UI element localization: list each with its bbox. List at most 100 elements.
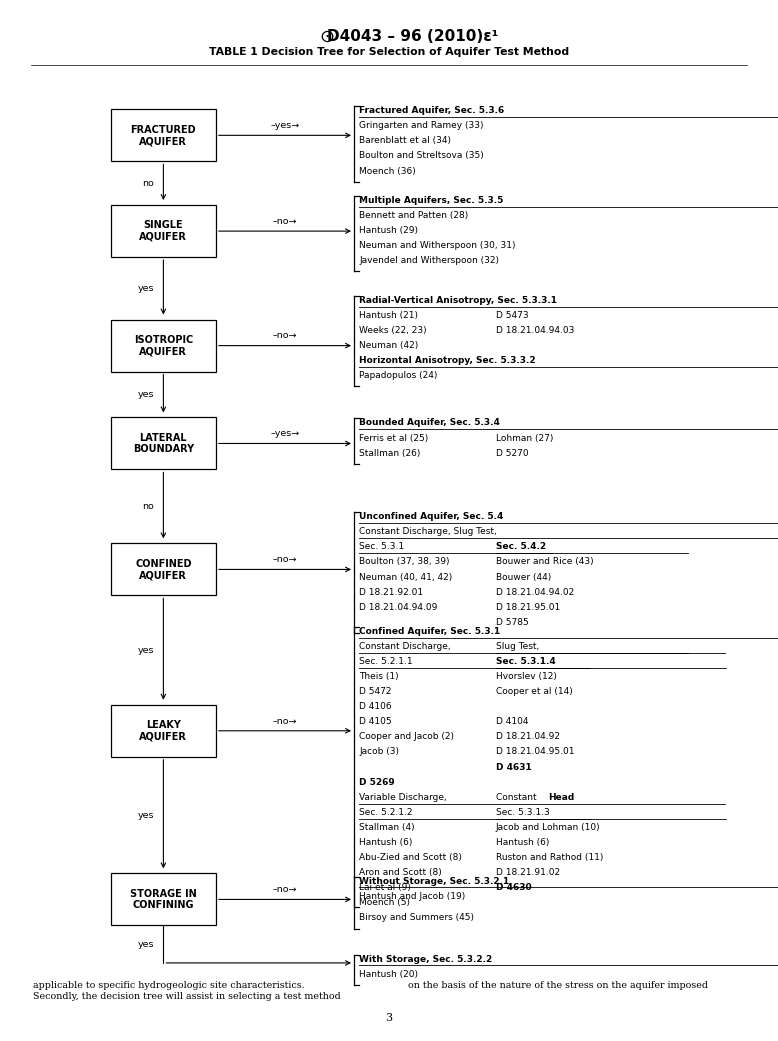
Text: –yes→: –yes→: [270, 121, 300, 130]
Text: Unconfined Aquifer, Sec. 5.4: Unconfined Aquifer, Sec. 5.4: [359, 512, 504, 522]
Text: TABLE 1 Decision Tree for Selection of Aquifer Test Method: TABLE 1 Decision Tree for Selection of A…: [209, 47, 569, 57]
Text: 3: 3: [385, 1013, 393, 1023]
Text: Theis (1): Theis (1): [359, 672, 399, 681]
Text: D 4104: D 4104: [496, 717, 528, 727]
Text: D 5785: D 5785: [496, 618, 528, 627]
Text: Bouwer and Rice (43): Bouwer and Rice (43): [496, 558, 593, 566]
Text: Sec. 5.2.1.1: Sec. 5.2.1.1: [359, 657, 413, 666]
Text: Hantush (29): Hantush (29): [359, 226, 419, 235]
Text: LEAKY
AQUIFER: LEAKY AQUIFER: [139, 720, 187, 741]
Text: ⊙: ⊙: [319, 27, 335, 46]
Text: D 18.21.95.01: D 18.21.95.01: [496, 603, 560, 612]
Text: Cooper and Jacob (2): Cooper and Jacob (2): [359, 733, 454, 741]
Text: –no→: –no→: [273, 555, 297, 564]
Text: Boulton (37, 38, 39): Boulton (37, 38, 39): [359, 558, 450, 566]
Text: FRACTURED
AQUIFER: FRACTURED AQUIFER: [131, 125, 196, 146]
Text: CONFINED
AQUIFER: CONFINED AQUIFER: [135, 559, 191, 580]
Text: Javendel and Witherspoon (32): Javendel and Witherspoon (32): [359, 256, 499, 265]
Text: D 18.21.04.94.03: D 18.21.04.94.03: [496, 326, 574, 335]
Text: –no→: –no→: [273, 217, 297, 226]
Text: Sec. 5.4.2: Sec. 5.4.2: [496, 542, 545, 552]
Text: Moench (5): Moench (5): [359, 898, 411, 908]
Text: D 5269: D 5269: [359, 778, 395, 787]
Text: –yes→: –yes→: [270, 429, 300, 438]
Text: D 18.21.04.92: D 18.21.04.92: [496, 733, 559, 741]
Text: Ferris et al (25): Ferris et al (25): [359, 433, 429, 442]
Text: Birsoy and Summers (45): Birsoy and Summers (45): [359, 914, 475, 922]
Text: yes: yes: [138, 390, 154, 399]
Text: yes: yes: [138, 940, 154, 948]
Text: Sec. 5.3.1.4: Sec. 5.3.1.4: [496, 657, 555, 666]
Text: Hvorslev (12): Hvorslev (12): [496, 672, 556, 681]
Text: Bouwer (44): Bouwer (44): [496, 573, 551, 582]
Text: Hantush (6): Hantush (6): [496, 838, 549, 847]
Text: LATERAL
BOUNDARY: LATERAL BOUNDARY: [133, 433, 194, 454]
Text: –no→: –no→: [273, 331, 297, 340]
Text: D4043 – 96 (2010)ε¹: D4043 – 96 (2010)ε¹: [327, 29, 498, 44]
FancyBboxPatch shape: [110, 705, 216, 757]
Text: D 18.21.04.95.01: D 18.21.04.95.01: [496, 747, 574, 757]
Text: Constant Discharge, Slug Test,: Constant Discharge, Slug Test,: [359, 527, 497, 536]
FancyBboxPatch shape: [110, 205, 216, 257]
Text: –no→: –no→: [273, 716, 297, 726]
Text: D 18.21.04.94.09: D 18.21.04.94.09: [359, 603, 438, 612]
Text: Hantush (6): Hantush (6): [359, 838, 413, 847]
Text: Hantush (20): Hantush (20): [359, 970, 419, 979]
Text: –no→: –no→: [273, 885, 297, 894]
Text: Variable Discharge,: Variable Discharge,: [359, 793, 447, 802]
Text: Sec. 5.2.1.2: Sec. 5.2.1.2: [359, 808, 413, 817]
Text: Lai et al (9): Lai et al (9): [359, 884, 412, 892]
Text: STORAGE IN
CONFINING: STORAGE IN CONFINING: [130, 889, 197, 910]
Text: D 4630: D 4630: [496, 884, 531, 892]
Text: Jacob (3): Jacob (3): [359, 747, 399, 757]
Text: Barenblatt et al (34): Barenblatt et al (34): [359, 136, 451, 146]
Text: Multiple Aquifers, Sec. 5.3.5: Multiple Aquifers, Sec. 5.3.5: [359, 196, 504, 205]
Text: Stallman (26): Stallman (26): [359, 449, 421, 458]
Text: Boulton and Streltsova (35): Boulton and Streltsova (35): [359, 151, 484, 160]
Text: D 18.21.04.94.02: D 18.21.04.94.02: [496, 587, 574, 596]
Text: D 18.21.91.02: D 18.21.91.02: [496, 868, 559, 878]
Text: D 5473: D 5473: [496, 310, 528, 320]
Text: no: no: [142, 179, 154, 187]
FancyBboxPatch shape: [110, 873, 216, 925]
Text: D 4106: D 4106: [359, 703, 392, 711]
FancyBboxPatch shape: [110, 543, 216, 595]
Text: Moench (36): Moench (36): [359, 167, 416, 176]
Text: Bounded Aquifer, Sec. 5.3.4: Bounded Aquifer, Sec. 5.3.4: [359, 418, 500, 428]
Text: D 5472: D 5472: [359, 687, 392, 696]
Text: Bennett and Patten (28): Bennett and Patten (28): [359, 210, 468, 220]
Text: no: no: [142, 502, 154, 511]
Text: D 4631: D 4631: [496, 763, 531, 771]
Text: Hantush and Jacob (19): Hantush and Jacob (19): [359, 891, 466, 900]
Text: Jacob and Lohman (10): Jacob and Lohman (10): [496, 823, 600, 832]
FancyBboxPatch shape: [110, 109, 216, 161]
Text: Slug Test,: Slug Test,: [496, 641, 539, 651]
Text: applicable to specific hydrogeologic site characteristics.
Secondly, the decisio: applicable to specific hydrogeologic sit…: [33, 981, 341, 1001]
Text: Papadopulos (24): Papadopulos (24): [359, 371, 438, 380]
Text: Neuman and Witherspoon (30, 31): Neuman and Witherspoon (30, 31): [359, 240, 516, 250]
Text: Ruston and Rathod (11): Ruston and Rathod (11): [496, 854, 603, 862]
Text: Cooper et al (14): Cooper et al (14): [496, 687, 573, 696]
FancyBboxPatch shape: [110, 320, 216, 372]
Text: D 4105: D 4105: [359, 717, 392, 727]
Text: Without Storage, Sec. 5.3.2.1: Without Storage, Sec. 5.3.2.1: [359, 877, 510, 886]
Text: Abu-Zied and Scott (8): Abu-Zied and Scott (8): [359, 854, 462, 862]
Text: ISOTROPIC
AQUIFER: ISOTROPIC AQUIFER: [134, 335, 193, 356]
Text: Radial-Vertical Anisotropy, Sec. 5.3.3.1: Radial-Vertical Anisotropy, Sec. 5.3.3.1: [359, 296, 557, 305]
Text: D 5270: D 5270: [496, 449, 528, 458]
Text: yes: yes: [138, 284, 154, 293]
Text: on the basis of the nature of the stress on the aquifer imposed: on the basis of the nature of the stress…: [408, 981, 709, 990]
Text: Sec. 5.3.1: Sec. 5.3.1: [359, 542, 405, 552]
Text: Neuman (40, 41, 42): Neuman (40, 41, 42): [359, 573, 453, 582]
Text: Horizontal Anisotropy, Sec. 5.3.3.2: Horizontal Anisotropy, Sec. 5.3.3.2: [359, 356, 536, 365]
Text: SINGLE
AQUIFER: SINGLE AQUIFER: [139, 221, 187, 242]
Text: Neuman (42): Neuman (42): [359, 340, 419, 350]
Text: With Storage, Sec. 5.3.2.2: With Storage, Sec. 5.3.2.2: [359, 955, 492, 964]
Text: yes: yes: [138, 811, 154, 819]
Text: Sec. 5.3.1.3: Sec. 5.3.1.3: [496, 808, 549, 817]
Text: Head: Head: [548, 793, 575, 802]
Text: Hantush (21): Hantush (21): [359, 310, 419, 320]
Text: Weeks (22, 23): Weeks (22, 23): [359, 326, 427, 335]
Text: Constant Discharge,: Constant Discharge,: [359, 641, 451, 651]
FancyBboxPatch shape: [110, 417, 216, 469]
